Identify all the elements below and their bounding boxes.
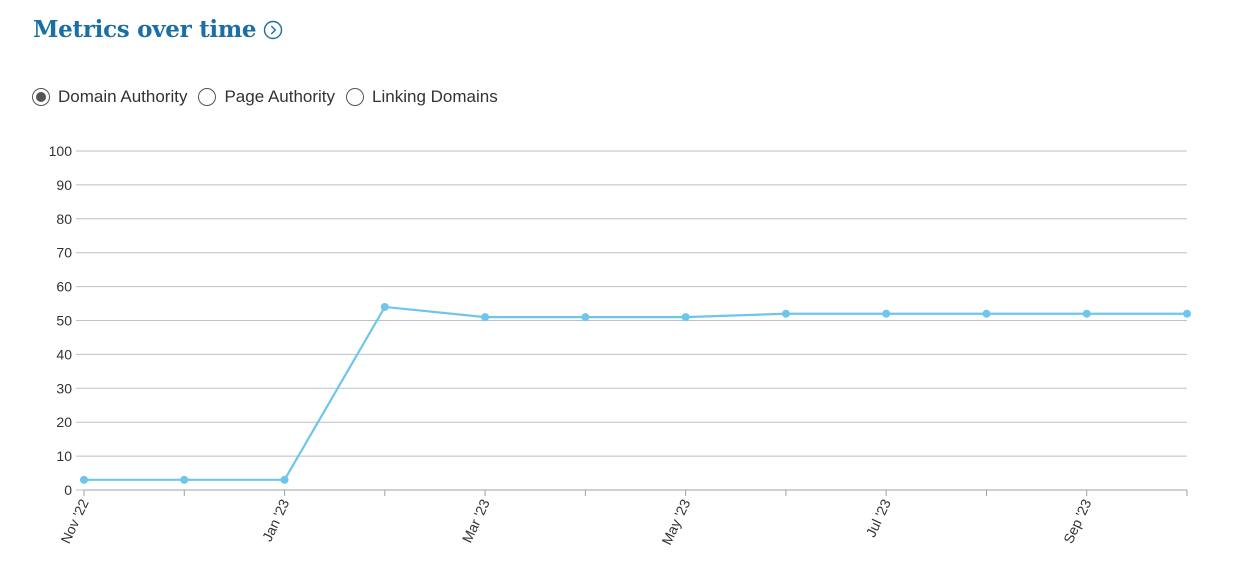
- data-point: [280, 475, 289, 484]
- x-tick-label: Mar '23: [459, 496, 493, 545]
- data-point: [180, 475, 189, 484]
- metric-radio-group: Domain Authority Page Authority Linking …: [32, 87, 509, 107]
- radio-selected-dot: [36, 92, 46, 102]
- radio-button[interactable]: [346, 88, 365, 106]
- y-tick-label: 100: [49, 143, 73, 159]
- chevron-right-circle-icon[interactable]: [263, 20, 283, 40]
- page-title: Metrics over time: [33, 16, 257, 43]
- data-point: [1082, 309, 1091, 318]
- data-point: [380, 302, 389, 311]
- y-tick-label: 50: [56, 313, 72, 329]
- header: Metrics over time: [33, 16, 283, 43]
- data-point: [781, 309, 790, 318]
- x-tick-label: May '23: [658, 496, 693, 547]
- radio-button[interactable]: [198, 88, 217, 106]
- y-tick-label: 20: [56, 414, 72, 430]
- radio-linking-domains[interactable]: Linking Domains: [346, 87, 498, 107]
- data-point: [882, 309, 891, 318]
- data-point: [1183, 309, 1191, 318]
- radio-button[interactable]: [32, 88, 50, 106]
- data-point: [681, 313, 690, 322]
- radio-label: Linking Domains: [372, 87, 498, 106]
- radio-label: Domain Authority: [58, 87, 188, 106]
- x-tick-label: Nov '22: [57, 496, 91, 546]
- y-tick-label: 0: [64, 482, 72, 498]
- data-point: [481, 313, 490, 322]
- data-point: [581, 313, 590, 322]
- radio-domain-authority[interactable]: Domain Authority: [32, 87, 187, 107]
- y-tick-label: 60: [56, 279, 72, 295]
- data-point: [80, 475, 88, 484]
- y-tick-label: 70: [56, 245, 72, 261]
- radio-label: Page Authority: [224, 87, 336, 106]
- x-tick-label: Sep '23: [1060, 496, 1094, 546]
- x-tick-label: Jan '23: [259, 496, 292, 543]
- y-tick-label: 90: [56, 177, 72, 193]
- x-tick-label: Jul '23: [862, 496, 894, 539]
- y-tick-label: 30: [56, 380, 72, 396]
- series-line: [84, 305, 1187, 481]
- y-tick-label: 40: [56, 346, 72, 362]
- data-point: [982, 309, 991, 318]
- y-tick-label: 80: [56, 211, 72, 227]
- radio-page-authority[interactable]: Page Authority: [198, 87, 335, 107]
- y-tick-label: 10: [56, 448, 72, 464]
